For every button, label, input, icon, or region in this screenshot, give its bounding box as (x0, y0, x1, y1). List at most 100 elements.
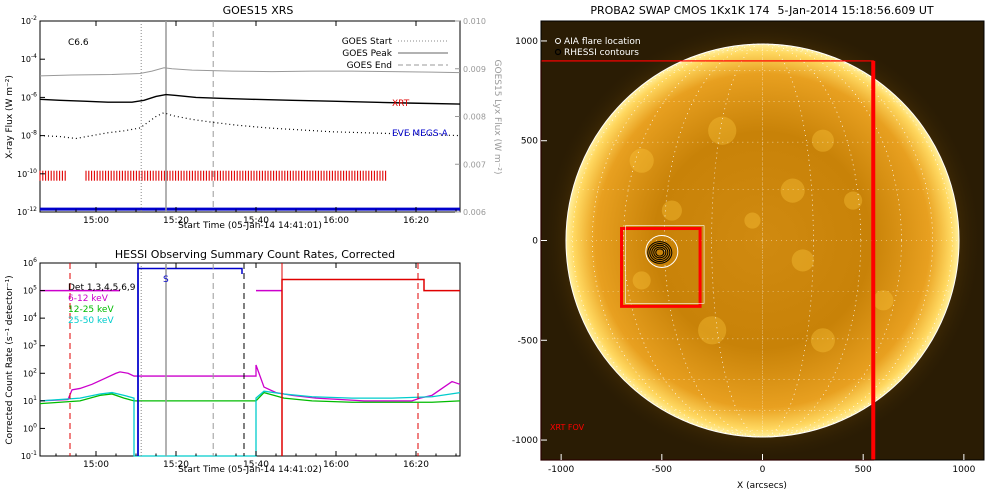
hessi-axes: 15:00 15:20 15:40 16:00 16:20 10-1 100 101 102 10… (21, 257, 457, 470)
legend-rhessi-symbol (554, 48, 562, 56)
swap-y-tick-label: -1000 (512, 436, 538, 446)
longitude-grid-line (711, 43, 814, 438)
rhessi-contour (647, 241, 673, 264)
swap-x-tick-label: 1000 (952, 465, 975, 475)
longitude-grid-line (663, 43, 862, 438)
aia-flare-location (645, 234, 679, 268)
swap-xlabel: X (arcsecs) (737, 481, 787, 491)
goes-title: GOES15 XRS (223, 4, 294, 17)
legend-det: Det 1,3,4,5,6,9 (68, 283, 136, 293)
goes-x-tick-label: 15:20 (163, 216, 189, 226)
rhessi-contour (651, 244, 669, 261)
swap-y-tick-label: 1000 (515, 37, 538, 47)
hessi-xlabel: Start Time (05-Jan-14 14:41:02) (178, 465, 322, 475)
hessi-y-tick-label: 10-1 (21, 450, 37, 461)
goes-y-tick-label: 10-12 (17, 206, 37, 217)
active-region-blob (661, 200, 682, 221)
hessi-y-tick-label: 104 (23, 312, 37, 323)
goes-plot-frame (39, 20, 461, 213)
swap-x-tick-label: 500 (855, 465, 872, 475)
goes-y-tick-label: 10-6 (21, 91, 37, 102)
swap-axes: -1000 -500 0 500 1000 -1000 -500 0 500 1000 (512, 37, 976, 475)
goes-axes: 15:00 15:20 15:40 16:00 16:20 10-12 10-10 10-8 1… (17, 15, 486, 226)
goes-x-tick-label: 16:20 (403, 216, 429, 226)
goes-y2-tick-label: 0.009 (463, 65, 486, 74)
flare-box-outline (625, 225, 705, 304)
hessi-ylabel: Corrected Count Rate (s⁻¹ detector⁻¹) (5, 275, 15, 444)
xrt-label: XRT (392, 99, 410, 109)
goes-y-tick-label: 10-10 (17, 168, 37, 179)
hessi-y-tick-label: 105 (23, 285, 37, 296)
hessi-y-tick-label: 101 (23, 395, 37, 406)
goes-x-tick-label: 16:00 (323, 216, 349, 226)
hessi-s-label: S (163, 275, 169, 285)
active-region-blob (844, 191, 863, 210)
goes-xlabel: Start Time (05-Jan-14 14:41:01) (178, 221, 322, 231)
hessi-x-tick-label: 15:00 (83, 460, 109, 470)
goes-y-tick-label: 10-8 (21, 130, 37, 141)
swap-x-tick-label: 0 (760, 465, 766, 475)
hessi-y-tick-label: 100 (23, 422, 37, 433)
legend-25-50: 25-50 keV (68, 316, 114, 326)
goes-x-tick-label: 15:40 (243, 216, 269, 226)
goes-y2-tick-label: 0.006 (463, 208, 486, 217)
hessi-x-tick-label: 16:00 (323, 460, 349, 470)
hessi-flag-line (281, 278, 460, 456)
goes-y2-tick-label: 0.010 (463, 17, 486, 26)
hessi-series-6-12-keV (39, 364, 461, 402)
active-region-blob (810, 328, 835, 353)
goes-series-long (39, 93, 461, 105)
active-region-blob (873, 290, 894, 311)
swap-title: PROBA2 SWAP CMOS 1Kx1K 174 5-Jan-2014 15:… (590, 4, 934, 17)
rhessi-contour (653, 246, 667, 259)
legend-goes-start: GOES Start (342, 37, 393, 47)
swap-x-tick-label: -1000 (548, 465, 574, 475)
goes-legend: GOES Start GOES Peak GOES End (342, 37, 448, 71)
goes-y-tick-label: 10-4 (21, 53, 37, 64)
hessi-y-tick-label: 102 (23, 367, 37, 378)
hessi-panel: HESSI Observing Summary Count Rates, Cor… (5, 248, 461, 475)
hessi-legend: Det 1,3,4,5,6,9 6-12 keV 12-25 keV 25-50… (68, 283, 136, 326)
active-region-blob (708, 116, 737, 145)
hessi-title: HESSI Observing Summary Count Rates, Cor… (115, 248, 395, 261)
goes-data (39, 21, 461, 212)
goes-y2-tick-label: 0.008 (463, 113, 486, 122)
hessi-y-tick-label: 106 (23, 257, 37, 268)
active-region-blob (632, 271, 651, 290)
legend-aia: AIA flare location (564, 37, 641, 47)
hessi-x-tick-label: 15:20 (163, 460, 189, 470)
goes-series-short (39, 112, 461, 140)
swap-y-tick-label: -500 (518, 336, 539, 346)
legend-6-12: 6-12 keV (68, 294, 109, 304)
goes-panel: GOES15 XRS 15:00 15:20 15:40 16:00 16:20 10-1… (5, 4, 502, 231)
goes-y-tick-label: 10-2 (21, 15, 37, 26)
active-region-blob (780, 178, 805, 203)
goes-y2label: GOES15 Lyx Flux (W m⁻²) (492, 60, 502, 175)
active-region-blob (744, 212, 761, 229)
rhessi-contour (649, 242, 671, 262)
swap-y-tick-label: 0 (532, 237, 538, 247)
swap-panel: PROBA2 SWAP CMOS 1Kx1K 174 5-Jan-2014 15:… (512, 4, 985, 491)
hessi-y-tick-label: 103 (23, 340, 37, 351)
hessi-x-tick-label: 15:40 (243, 460, 269, 470)
active-region-blob (629, 148, 654, 173)
goes-series-lyx (39, 67, 461, 77)
goes-y2-tick-label: 0.007 (463, 160, 486, 169)
eve-label: EVE MEGS-A (392, 129, 449, 139)
legend-aia-symbol (555, 38, 561, 44)
active-region-blob (811, 129, 834, 152)
xrt-fov-label: XRT FOV (550, 423, 585, 432)
swap-content (540, 20, 983, 461)
legend-goes-end: GOES End (347, 61, 392, 71)
goes-class-label: C6.6 (68, 38, 89, 48)
active-region-blob (791, 249, 814, 272)
solar-limb (565, 43, 960, 438)
swap-y-tick-label: 500 (521, 137, 538, 147)
swap-legend: AIA flare location RHESSI contours (554, 37, 641, 58)
active-region-blob (698, 316, 727, 345)
swap-x-tick-label: -500 (652, 465, 673, 475)
goes-x-tick-label: 15:00 (83, 216, 109, 226)
legend-12-25: 12-25 keV (68, 305, 114, 315)
legend-rhessi: RHESSI contours (564, 48, 639, 58)
